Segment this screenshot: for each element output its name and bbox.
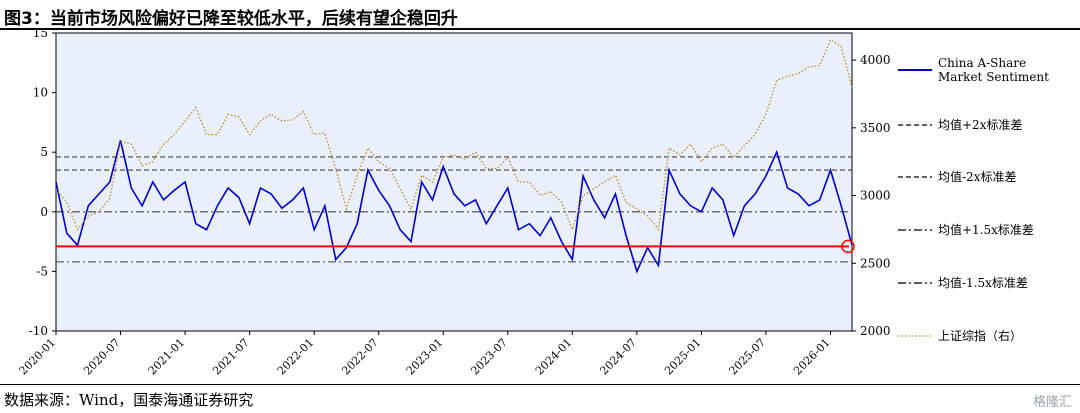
y-right-tick-label: 2500 [860,256,891,270]
x-tick-label: 2023-07 [468,336,510,378]
y-left-tick-label: 5 [40,145,48,159]
y-right-tick-label: 4000 [860,53,891,67]
y-left-tick-label: 10 [33,86,48,100]
x-tick-label: 2024-01 [533,336,575,378]
legend-label: Market Sentiment [938,70,1049,84]
y-right-tick-label: 3000 [860,189,891,203]
shanghai-index-series-line [55,38,853,232]
x-tick-label: 2025-07 [727,336,769,378]
watermark: 格隆汇 [1032,395,1072,410]
x-tick-label: 2023-01 [404,336,446,378]
current-level-marker [841,239,855,254]
x-tick-label: 2024-07 [597,336,639,378]
y-right-tick-label: 3500 [860,121,891,135]
y-left-tick-label: 0 [40,205,48,219]
x-tick-label: 2020-07 [81,336,123,378]
x-tick-label: 2026-01 [791,336,833,378]
y-left-tick-label: 15 [33,26,48,40]
top-rule [0,28,1080,30]
x-tick-label: 2022-01 [275,336,317,378]
sentiment-series-line [55,140,853,274]
y-left-tick-label: -10 [29,324,48,338]
legend-label: 上证综指（右） [938,328,1022,343]
x-tick-label: 2025-01 [662,336,704,378]
plot-area [55,32,853,332]
x-tick-label: 2021-07 [210,336,252,378]
x-tick-label: 2021-01 [146,336,188,378]
x-tick-label: 2022-07 [339,336,381,378]
y-right-tick-label: 2000 [860,324,891,338]
y-left-tick-label: -5 [36,264,48,278]
legend-label: 均值+2x标准差 [938,117,1022,132]
chart: 15 10 5 0 -5 -10 4000 3500 3000 2500 2000 2020-01 20… [17,26,1050,378]
chart-title: 图3：当前市场风险偏好已降至较低水平，后续有望企稳回升 [4,9,458,29]
bottom-rule [0,384,1080,385]
source-note: 数据来源：Wind，国泰海通证券研究 [4,391,254,409]
x-tick-label: 2020-01 [17,336,59,378]
legend-label: 均值+1.5x标准差 [938,222,1034,237]
legend-label: 均值-1.5x标准差 [938,275,1028,290]
legend-label: China A-Share [938,56,1026,70]
legend-label: 均值-2x标准差 [938,169,1016,184]
